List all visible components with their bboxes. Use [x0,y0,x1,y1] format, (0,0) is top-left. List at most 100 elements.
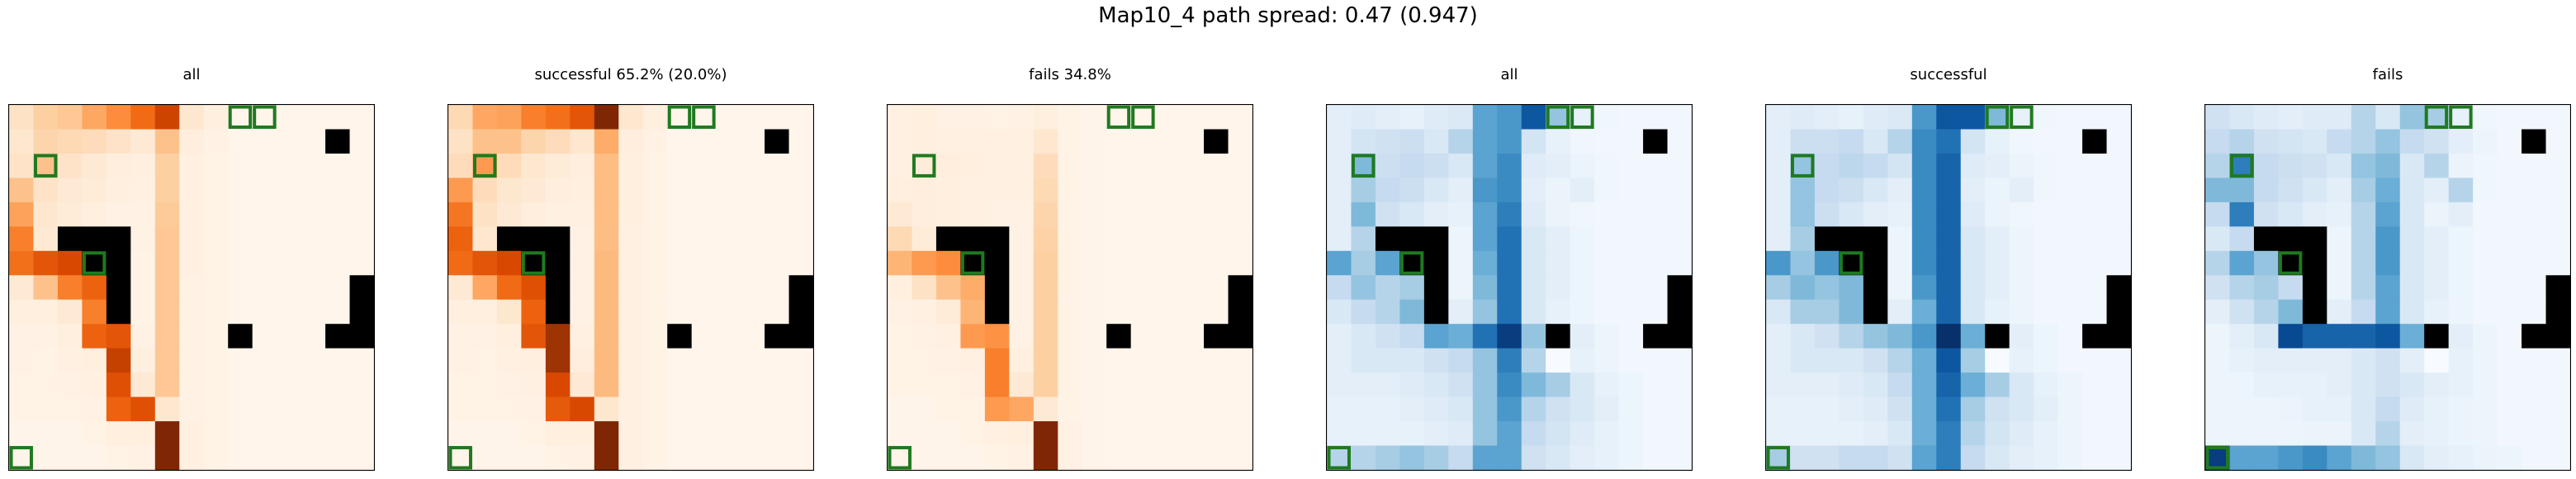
panel-title-all-oranges: all [182,66,201,83]
heatmap-cell [1618,250,1644,276]
wall-cell [2253,226,2279,252]
heatmap-cell [1228,250,1253,276]
heatmap-cell [1936,324,1962,349]
heatmap-cell [1960,178,1986,203]
heatmap-cell [2057,299,2083,325]
heatmap-cell [1423,396,1449,422]
heatmap-cell [642,226,668,252]
heatmap-cell [2497,348,2522,373]
goal-marker [888,446,912,470]
heatmap-cell [496,105,522,130]
heatmap-panel-successful-oranges [447,104,814,471]
heatmap-cell [740,153,765,178]
heatmap-cell [9,421,35,447]
heatmap-cell [2545,372,2571,398]
heatmap-cell [1228,372,1253,398]
heatmap-cell [1155,153,1181,178]
wall-cell [1863,250,1888,276]
heatmap-cell [1887,202,1913,227]
goal-marker [521,251,546,275]
heatmap-cell [1790,178,1816,203]
heatmap-cell [691,275,717,301]
heatmap-cell [2497,372,2522,398]
heatmap-cell [1448,226,1474,252]
heatmap-cell [2424,372,2450,398]
heatmap-cell [1790,299,1816,325]
heatmap-cell [1155,178,1181,203]
heatmap-cell [1033,396,1058,422]
heatmap-cell [301,105,326,130]
heatmap-cell [2302,421,2327,447]
heatmap-cell [765,299,790,325]
heatmap-cell [179,178,205,203]
heatmap-cell [130,226,156,252]
heatmap-cell [1911,396,1937,422]
heatmap-cell [57,105,83,130]
wall-cell [1839,226,1864,252]
heatmap-cell [888,250,913,276]
heatmap-cell [2522,250,2547,276]
heatmap-cell [765,348,790,373]
heatmap-cell [1546,421,1571,447]
heatmap-cell [325,250,351,276]
heatmap-cell [521,324,547,349]
heatmap-cell [325,299,351,325]
heatmap-cell [2302,202,2327,227]
heatmap-cell [154,250,180,276]
heatmap-cell [1863,202,1888,227]
heatmap-cell [1155,445,1181,471]
heatmap-cell [2253,202,2279,227]
heatmap-cell [545,105,571,130]
heatmap-cell [960,299,986,325]
heatmap-cell [716,396,741,422]
heatmap-cell [33,275,59,301]
heatmap-cell [2424,153,2450,178]
heatmap-cell [2082,275,2108,301]
heatmap-cell [496,372,522,398]
heatmap-cell [1082,105,1107,130]
heatmap-cell [2399,372,2425,398]
heatmap-cell [1058,348,1083,373]
heatmap-cell [691,421,717,447]
heatmap-cell [667,250,693,276]
heatmap-cell [935,324,961,349]
heatmap-cell [472,105,498,130]
heatmap-cell [203,396,229,422]
heatmap-cell [1521,129,1546,154]
heatmap-cell [1643,105,1669,130]
heatmap-cell [2034,275,2059,301]
heatmap-cell [1179,445,1205,471]
heatmap-cell [2448,178,2474,203]
heatmap-cell [1058,396,1083,422]
heatmap-cell [1058,372,1083,398]
heatmap-cell [2545,348,2571,373]
heatmap-cell [1618,226,1644,252]
heatmap-cell [1546,445,1571,471]
heatmap-cell [277,153,302,178]
heatmap-cell [1423,153,1449,178]
heatmap-cell [1839,105,1864,130]
heatmap-cell [9,178,35,203]
heatmap-cell [472,445,498,471]
heatmap-cell [1667,348,1693,373]
heatmap-cell [570,445,595,471]
heatmap-cell [1033,372,1058,398]
heatmap-cell [2448,348,2474,373]
heatmap-cell [1766,324,1792,349]
heatmap-cell [252,348,277,373]
heatmap-cell [2205,226,2231,252]
heatmap-cell [349,348,375,373]
wall-cell [228,324,253,349]
heatmap-cell [325,202,351,227]
heatmap-cell [277,275,302,301]
heatmap-cell [765,178,790,203]
heatmap-cell [2522,421,2547,447]
heatmap-cell [1155,226,1181,252]
heatmap-cell [496,250,522,276]
heatmap-cell [1887,129,1913,154]
wall-cell [1985,324,2010,349]
heatmap-cell [2497,275,2522,301]
heatmap-cell [2375,226,2401,252]
heatmap-cell [1790,250,1816,276]
heatmap-cell [252,202,277,227]
